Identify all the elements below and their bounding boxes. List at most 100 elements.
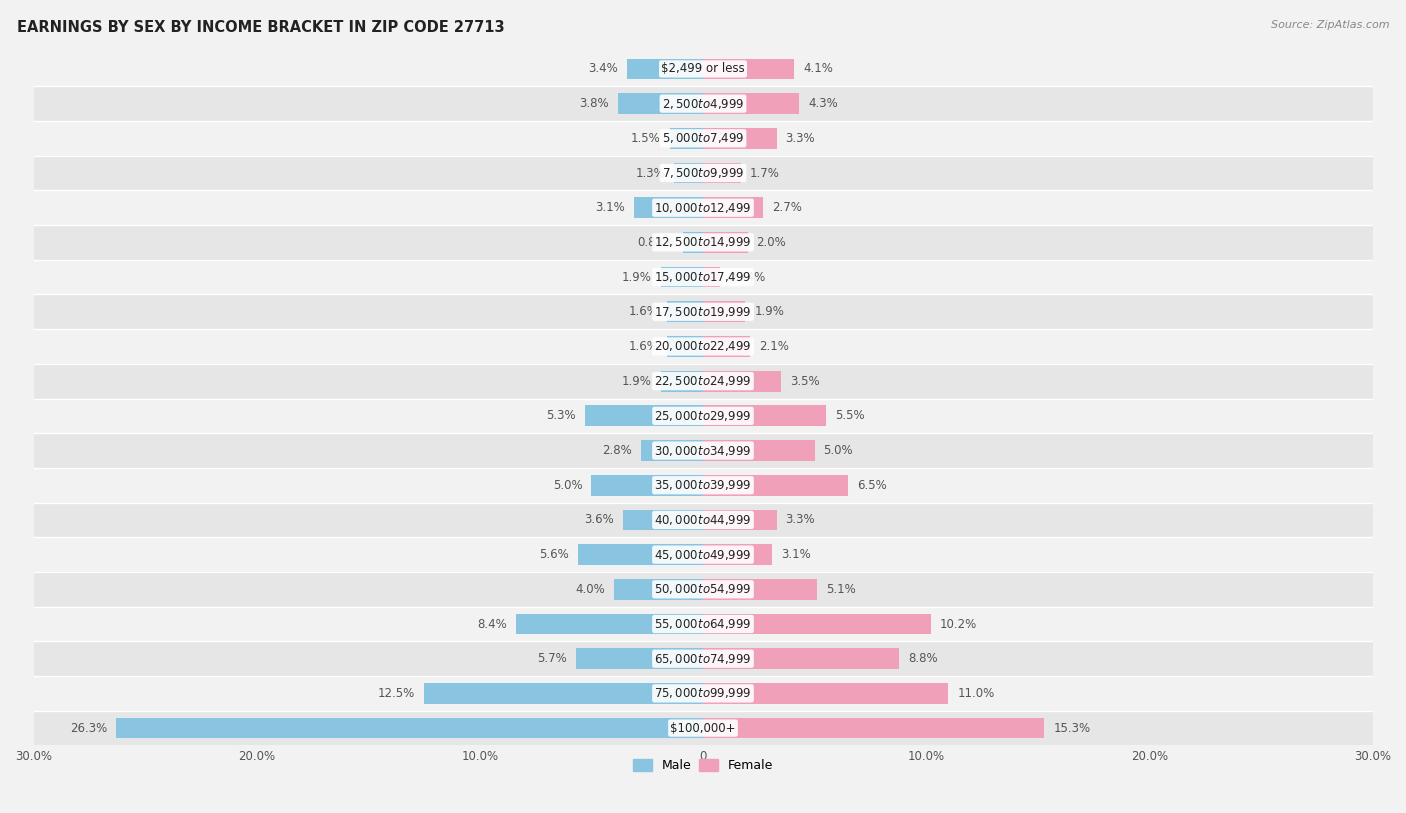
- Bar: [34, 606, 1372, 641]
- Bar: [661, 371, 703, 392]
- Text: 11.0%: 11.0%: [957, 687, 994, 700]
- Bar: [34, 51, 1372, 86]
- Bar: [34, 86, 1372, 121]
- Legend: Male, Female: Male, Female: [628, 754, 778, 777]
- Text: 1.3%: 1.3%: [636, 167, 665, 180]
- Text: $2,499 or less: $2,499 or less: [661, 63, 745, 76]
- Text: 8.4%: 8.4%: [477, 618, 506, 631]
- Bar: [703, 371, 782, 392]
- Bar: [703, 59, 794, 80]
- Text: 4.0%: 4.0%: [575, 583, 605, 596]
- Bar: [34, 572, 1372, 606]
- Bar: [117, 718, 703, 738]
- Bar: [673, 163, 703, 184]
- Bar: [34, 398, 1372, 433]
- Text: $55,000 to $64,999: $55,000 to $64,999: [654, 617, 752, 631]
- Bar: [34, 190, 1372, 225]
- Text: EARNINGS BY SEX BY INCOME BRACKET IN ZIP CODE 27713: EARNINGS BY SEX BY INCOME BRACKET IN ZIP…: [17, 20, 505, 35]
- Text: 1.9%: 1.9%: [755, 305, 785, 318]
- Text: 3.3%: 3.3%: [786, 514, 815, 527]
- Bar: [703, 302, 745, 322]
- Text: 5.6%: 5.6%: [540, 548, 569, 561]
- Bar: [703, 128, 776, 149]
- Bar: [627, 59, 703, 80]
- Bar: [34, 155, 1372, 190]
- Text: 3.1%: 3.1%: [595, 201, 624, 214]
- Text: 2.8%: 2.8%: [602, 444, 631, 457]
- Text: 1.7%: 1.7%: [749, 167, 780, 180]
- Bar: [668, 336, 703, 357]
- Text: 8.8%: 8.8%: [908, 652, 938, 665]
- Bar: [34, 225, 1372, 259]
- Bar: [703, 614, 931, 634]
- Text: $10,000 to $12,499: $10,000 to $12,499: [654, 201, 752, 215]
- Text: 26.3%: 26.3%: [70, 722, 107, 735]
- Text: 1.5%: 1.5%: [631, 132, 661, 145]
- Text: $17,500 to $19,999: $17,500 to $19,999: [654, 305, 752, 319]
- Bar: [585, 406, 703, 426]
- Bar: [34, 294, 1372, 329]
- Bar: [34, 711, 1372, 746]
- Text: 3.8%: 3.8%: [579, 97, 609, 110]
- Text: $22,500 to $24,999: $22,500 to $24,999: [654, 374, 752, 388]
- Bar: [34, 121, 1372, 155]
- Bar: [703, 718, 1045, 738]
- Bar: [34, 468, 1372, 502]
- Bar: [578, 544, 703, 565]
- Text: 12.5%: 12.5%: [378, 687, 415, 700]
- Text: $100,000+: $100,000+: [671, 722, 735, 735]
- Text: $25,000 to $29,999: $25,000 to $29,999: [654, 409, 752, 423]
- Text: $15,000 to $17,499: $15,000 to $17,499: [654, 270, 752, 284]
- Bar: [623, 510, 703, 530]
- Text: 1.9%: 1.9%: [621, 271, 651, 284]
- Text: $2,500 to $4,999: $2,500 to $4,999: [662, 97, 744, 111]
- Bar: [425, 683, 703, 704]
- Text: 6.5%: 6.5%: [858, 479, 887, 492]
- Text: 3.1%: 3.1%: [782, 548, 811, 561]
- Text: $20,000 to $22,499: $20,000 to $22,499: [654, 340, 752, 354]
- Text: 1.6%: 1.6%: [628, 340, 658, 353]
- Bar: [516, 614, 703, 634]
- Text: 0.74%: 0.74%: [728, 271, 766, 284]
- Text: $35,000 to $39,999: $35,000 to $39,999: [654, 478, 752, 492]
- Text: 3.3%: 3.3%: [786, 132, 815, 145]
- Bar: [34, 433, 1372, 468]
- Text: $75,000 to $99,999: $75,000 to $99,999: [654, 686, 752, 700]
- Bar: [34, 259, 1372, 294]
- Text: 5.0%: 5.0%: [553, 479, 582, 492]
- Text: 1.6%: 1.6%: [628, 305, 658, 318]
- Bar: [703, 648, 900, 669]
- Text: 5.1%: 5.1%: [825, 583, 855, 596]
- Text: 3.5%: 3.5%: [790, 375, 820, 388]
- Bar: [634, 198, 703, 218]
- Text: 3.4%: 3.4%: [589, 63, 619, 76]
- Text: 2.1%: 2.1%: [759, 340, 789, 353]
- Text: 2.7%: 2.7%: [772, 201, 801, 214]
- Text: $30,000 to $34,999: $30,000 to $34,999: [654, 444, 752, 458]
- Bar: [34, 537, 1372, 572]
- Bar: [703, 440, 814, 461]
- Bar: [34, 329, 1372, 363]
- Bar: [641, 440, 703, 461]
- Bar: [34, 502, 1372, 537]
- Text: 4.3%: 4.3%: [808, 97, 838, 110]
- Text: 10.2%: 10.2%: [939, 618, 977, 631]
- Bar: [661, 267, 703, 288]
- Bar: [703, 93, 799, 114]
- Bar: [703, 198, 763, 218]
- Bar: [34, 676, 1372, 711]
- Bar: [703, 267, 720, 288]
- Text: 1.9%: 1.9%: [621, 375, 651, 388]
- Text: $45,000 to $49,999: $45,000 to $49,999: [654, 548, 752, 562]
- Text: 5.5%: 5.5%: [835, 410, 865, 422]
- Bar: [703, 232, 748, 253]
- Bar: [668, 302, 703, 322]
- Text: $7,500 to $9,999: $7,500 to $9,999: [662, 166, 744, 180]
- Bar: [34, 641, 1372, 676]
- Text: 3.6%: 3.6%: [583, 514, 614, 527]
- Bar: [683, 232, 703, 253]
- Bar: [703, 544, 772, 565]
- Bar: [703, 683, 949, 704]
- Text: 0.88%: 0.88%: [637, 236, 675, 249]
- Bar: [614, 579, 703, 600]
